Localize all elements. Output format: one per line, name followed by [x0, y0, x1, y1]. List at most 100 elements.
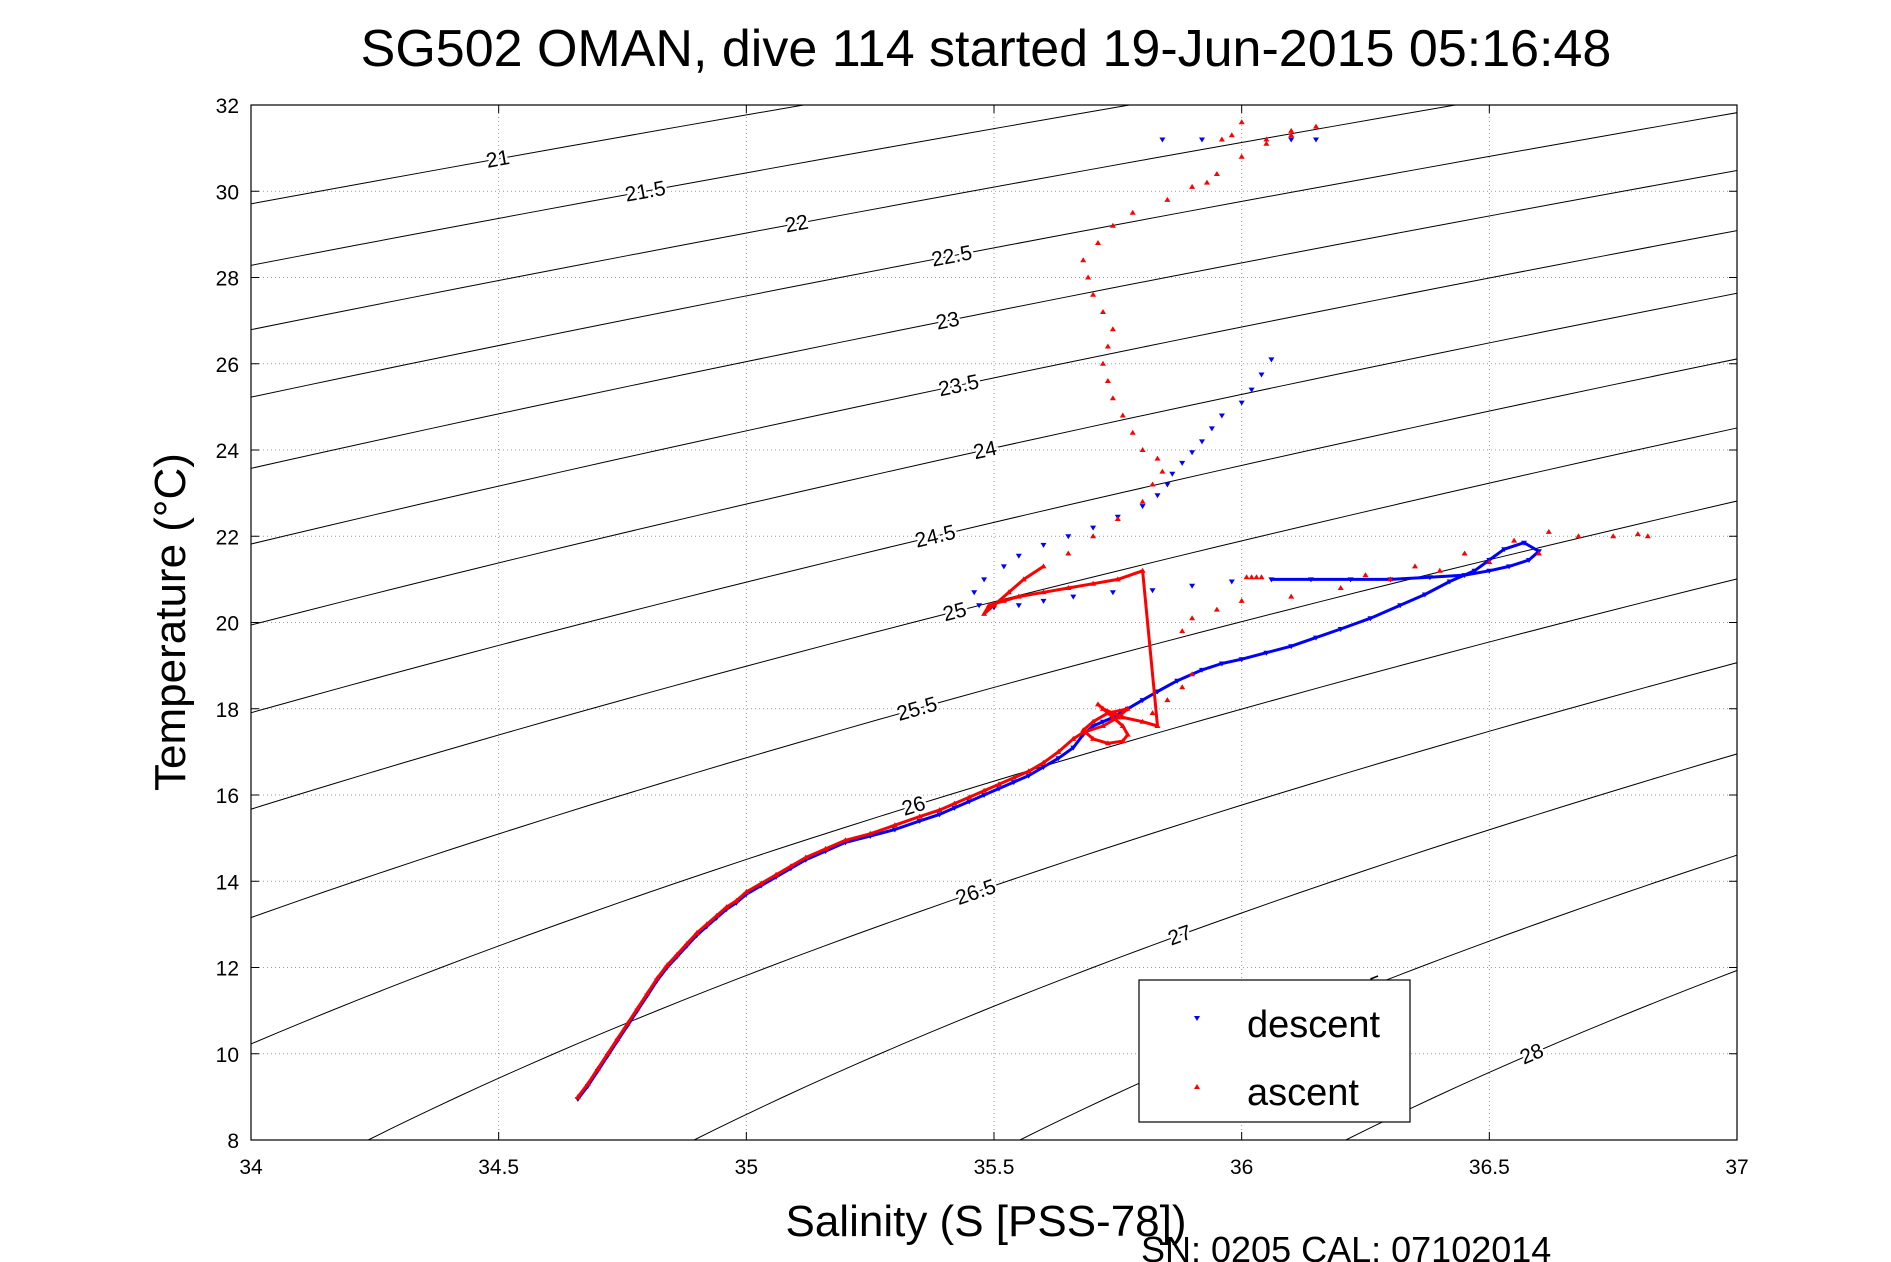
legend-ascent-marker: [1194, 1084, 1200, 1089]
density-contour: [251, 500, 1737, 919]
ascent-point: [986, 602, 992, 608]
ascent-trace: [576, 565, 1159, 1098]
descent-point: [1139, 698, 1146, 704]
ascent-point: [1213, 171, 1220, 176]
descent-point: [996, 786, 1002, 792]
descent-point: [1040, 598, 1047, 604]
ascent-point: [1545, 528, 1552, 534]
ascent-point: [1095, 240, 1101, 245]
ascent-point: [787, 863, 794, 869]
descent-point: [1090, 525, 1097, 531]
descent-point: [1090, 724, 1097, 729]
descent-point: [1015, 603, 1022, 609]
descent-point: [1154, 689, 1161, 695]
ascent-point: [1124, 705, 1131, 711]
density-contour-label: 21: [484, 146, 511, 173]
descent-point: [1313, 137, 1319, 143]
ascent-point: [1139, 498, 1146, 504]
ascent-point: [1070, 735, 1077, 741]
x-tick-label: 34: [239, 1156, 263, 1179]
ascent-point: [822, 845, 829, 851]
ascent-point: [1253, 574, 1260, 580]
ascent-point: [1248, 574, 1255, 580]
ascent-point: [1119, 723, 1126, 728]
ascent-point: [1119, 714, 1126, 720]
ascent-point: [1243, 574, 1250, 580]
ascent-point: [1238, 119, 1245, 125]
ascent-point: [758, 880, 765, 886]
descent-point: [1040, 542, 1047, 548]
descent-point: [1421, 592, 1428, 598]
ascent-point: [1610, 533, 1617, 539]
ascent-point: [1436, 567, 1443, 573]
ascent-point: [574, 1093, 581, 1099]
ascent-point: [1288, 593, 1295, 599]
descent-point: [971, 590, 978, 596]
descent-point: [1000, 564, 1007, 570]
ascent-point: [1080, 257, 1087, 263]
x-tick-label: 37: [1725, 1156, 1748, 1179]
descent-point: [1268, 357, 1275, 363]
ascent-point: [1139, 447, 1146, 452]
density-contour: [251, 578, 1737, 1045]
descent-point: [1238, 400, 1245, 406]
ascent-point: [936, 807, 943, 813]
descent-point: [1471, 568, 1478, 574]
descent-point: [966, 799, 973, 805]
ascent-point: [614, 1035, 621, 1041]
legend-box: [1138, 979, 1411, 1123]
ascent-point: [916, 813, 923, 819]
ascent-point: [1263, 140, 1270, 146]
ascent-point: [1362, 572, 1369, 578]
ascent-point: [1238, 153, 1245, 159]
ascent-point: [1109, 714, 1116, 720]
legend-descent-marker: [1194, 1016, 1200, 1021]
ascent-point: [1100, 309, 1106, 314]
ascent-point: [733, 897, 740, 903]
y-tick-label: 16: [216, 785, 239, 808]
density-contour: [251, 427, 1737, 810]
y-tick-label: 28: [216, 268, 239, 291]
descent-point: [1521, 540, 1527, 546]
descent-point: [1169, 471, 1176, 477]
ascent-point: [1025, 768, 1032, 774]
ascent-point: [867, 830, 874, 836]
ascent-point: [1109, 395, 1116, 401]
ascent-point: [1164, 697, 1171, 703]
ascent-point: [1228, 132, 1235, 138]
descent-point: [1238, 657, 1245, 663]
ascent-point: [644, 990, 651, 996]
descent-point: [1010, 780, 1017, 786]
y-tick-label: 10: [216, 1044, 239, 1067]
descent-point: [1426, 575, 1433, 581]
ascent-point: [1149, 710, 1156, 716]
ascent-point: [1114, 516, 1121, 521]
ascent-point: [683, 940, 690, 946]
x-tick-label: 35: [735, 1156, 758, 1179]
ascent-point: [1313, 123, 1319, 129]
descent-point: [981, 577, 988, 583]
y-tick-label: 32: [216, 95, 239, 118]
density-contour-label: 23: [934, 308, 961, 335]
ascent-point: [1189, 671, 1196, 677]
ascent-point: [1644, 533, 1651, 539]
descent-point: [1308, 577, 1314, 583]
descent-point: [1174, 678, 1181, 684]
descent-point: [1313, 635, 1319, 641]
ascent-point: [1109, 326, 1116, 332]
ascent-point: [1154, 723, 1161, 728]
ascent-point: [1154, 455, 1161, 461]
descent-point: [1526, 558, 1532, 563]
ascent-point: [664, 962, 671, 968]
y-tick-label: 26: [216, 354, 239, 377]
ascent-point: [1020, 576, 1027, 582]
ascent-point: [604, 1050, 611, 1056]
x-tick-label: 36.5: [1469, 1156, 1510, 1179]
ascent-point: [1412, 563, 1418, 569]
descent-point: [1258, 372, 1265, 378]
ascent-point: [1005, 589, 1012, 595]
descent-point: [1446, 579, 1453, 585]
ascent-point: [1095, 701, 1101, 707]
descent-point: [1501, 547, 1508, 553]
